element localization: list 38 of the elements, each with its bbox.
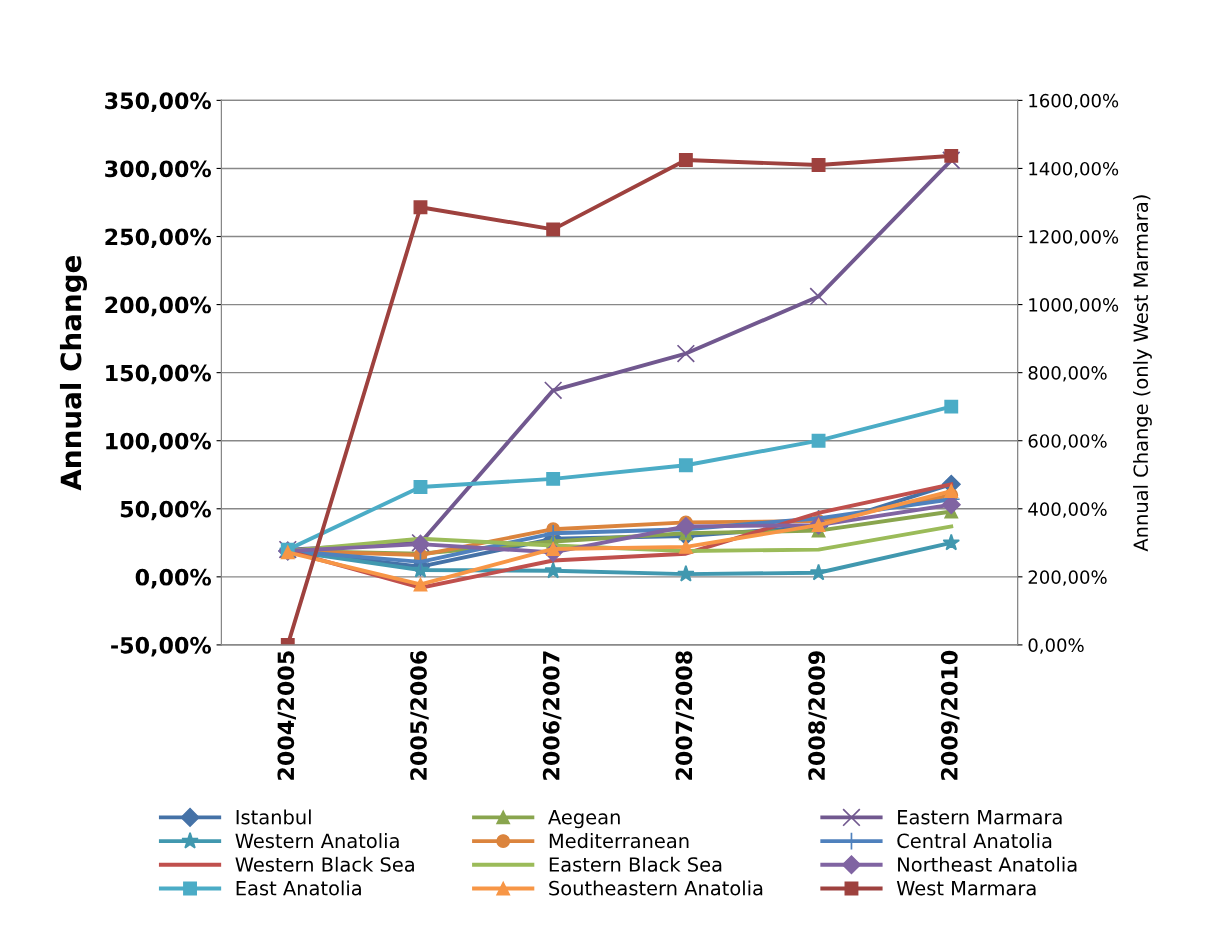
y-tick-label: 50,00% <box>120 500 211 521</box>
y2-tick-label: 1000,00% <box>1029 298 1119 314</box>
legend-label: Aegean <box>548 810 620 829</box>
y2-tick-label: 200,00% <box>1028 570 1107 586</box>
x-tick-label: 2008/2009 <box>808 651 827 780</box>
x-tick-label: 2005/2006 <box>410 650 429 780</box>
y-tick-label: 350,00% <box>105 92 211 112</box>
x-tick-label: 2006/2007 <box>542 651 562 780</box>
y-tick-label: 250,00% <box>105 228 211 249</box>
y2-tick-label: 1200,00% <box>1029 229 1119 246</box>
x-tick-label: 2009/2010 <box>940 650 960 780</box>
legend-label: Eastern Marmara <box>898 810 1062 825</box>
y2-tick-label: 800,00% <box>1028 366 1107 382</box>
y-tick-label: 300,00% <box>105 160 211 181</box>
y-tick-label: 200,00% <box>105 296 211 317</box>
y2-tick-label: 600,00% <box>1028 434 1107 450</box>
legend-label: Eastern Black Sea <box>549 856 722 872</box>
y2-tick-label: 1400,00% <box>1029 161 1119 178</box>
y-tick-label: 100,00% <box>106 432 211 453</box>
y-tick-label: 150,00% <box>106 364 211 385</box>
legend-label: Mediterranean <box>549 833 689 849</box>
y2-axis-title: Annual Change (only West Marmara) <box>1133 195 1152 552</box>
y2-tick-label: 1600,00% <box>1029 93 1119 110</box>
legend-label: East Anatolia <box>236 880 361 896</box>
legend-label: Central Anatolia <box>897 833 1052 849</box>
y2-tick-label: 400,00% <box>1028 502 1107 518</box>
y-tick-label: -50,00% <box>111 636 211 657</box>
y2-tick-label: 0,00% <box>1028 638 1084 654</box>
legend-label: Istanbul <box>236 809 311 825</box>
legend-label: West Marmara <box>896 881 1036 896</box>
legend-label: Southeastern Anatolia <box>549 880 763 896</box>
y-tick-label: 0,00% <box>135 568 211 589</box>
x-tick-label: 2004/2005 <box>277 651 296 780</box>
y-axis-title: Annual Change <box>59 255 88 491</box>
legend-label: Western Black Sea <box>235 856 414 872</box>
legend-label: Western Anatolia <box>235 833 399 849</box>
x-tick-label: 2007/2008 <box>675 651 695 780</box>
legend-label: Northeast Anatolia <box>898 856 1077 872</box>
